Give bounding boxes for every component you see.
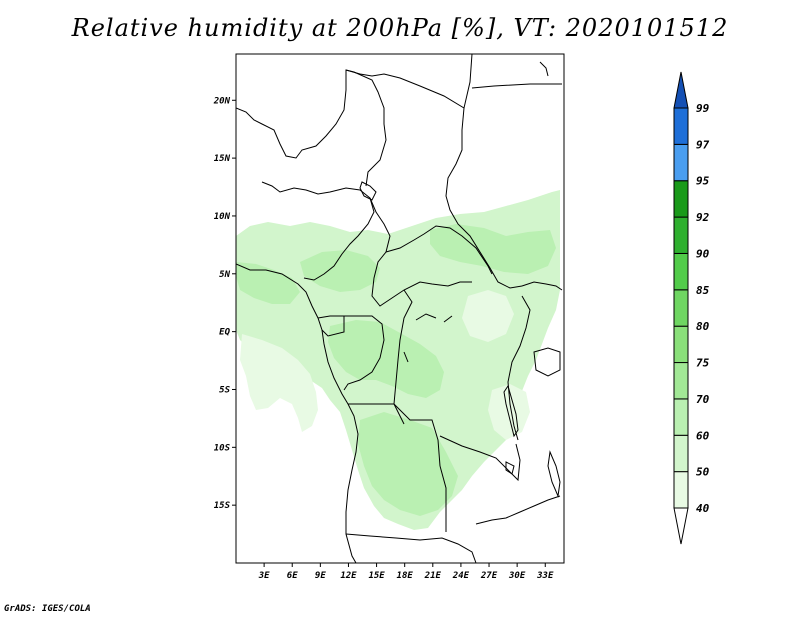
map-frame xyxy=(235,53,565,564)
border-drc-uganda xyxy=(507,295,531,441)
colorbar-over-triangle xyxy=(673,71,689,109)
border-angola-zambia xyxy=(439,465,447,532)
lat-tick-label: 15N xyxy=(214,154,231,164)
lon-tick-label: 27E xyxy=(480,571,498,581)
lon-tick-label: 30E xyxy=(508,571,526,581)
lon-tick-label: 3E xyxy=(258,571,270,581)
border-south-east xyxy=(475,495,561,525)
nile-segment xyxy=(539,61,549,77)
colorbar-label: 90 xyxy=(696,247,710,260)
colorbar-label: 60 xyxy=(696,429,710,442)
colorbar-label: 70 xyxy=(696,393,710,406)
lat-tick-label: 10N xyxy=(214,212,231,222)
lon-tick-label: 24E xyxy=(452,571,470,581)
colorbar-segment xyxy=(673,325,689,364)
colorbar-segment xyxy=(673,216,689,254)
colorbar-segment xyxy=(673,252,689,291)
humidity-region-coastal-tongue xyxy=(240,334,318,432)
footer-credit: GrADS: IGES/COLA xyxy=(4,604,91,614)
lat-tick-label: 5N xyxy=(219,270,230,280)
lon-tick-label: 12E xyxy=(340,571,357,581)
colorbar-label: 85 xyxy=(696,284,710,297)
lake-malawi xyxy=(547,450,561,498)
border-niger-chad xyxy=(345,54,473,109)
congo-river-dash-1 xyxy=(415,313,437,321)
border-southern xyxy=(345,533,477,563)
colorbar-label: 97 xyxy=(696,138,710,151)
lon-tick-label: 9E xyxy=(315,571,326,581)
colorbar-label: 92 xyxy=(696,211,710,224)
chart-title: Relative humidity at 200hPa [%], VT: 202… xyxy=(71,14,729,42)
lake-chad xyxy=(359,181,377,201)
colorbar: 40 50 60 70 75 80 85 90 92 95 97 99 xyxy=(673,71,710,545)
colorbar-segment xyxy=(673,107,689,145)
border-drc-east xyxy=(393,289,413,425)
humidity-region-angola xyxy=(358,412,458,516)
border-congo-drc xyxy=(343,315,385,391)
humidity-region-eastern-sahel xyxy=(430,224,556,274)
colorbar-segment xyxy=(673,471,689,509)
lat-axis: 20N 15N 10N 5N EQ 5S 10S 15S xyxy=(213,96,236,511)
colorbar-label: 95 xyxy=(696,175,710,188)
border-angola-north xyxy=(348,403,441,467)
lon-tick-label: 18E xyxy=(397,571,414,581)
lat-tick-label: EQ xyxy=(219,328,230,338)
lon-tick-label: 21E xyxy=(424,571,442,581)
country-borders xyxy=(236,54,563,563)
colorbar-label: 75 xyxy=(696,357,710,370)
border-zambia-drc xyxy=(439,435,521,482)
lake-tanganyika xyxy=(503,384,519,438)
colorbar-label: 80 xyxy=(696,320,710,333)
humidity-region-congo xyxy=(328,320,444,398)
lake-mweru xyxy=(505,461,515,475)
coastline-west-africa xyxy=(236,263,359,563)
colorbar-label: 99 xyxy=(696,102,710,115)
lat-tick-label: 10S xyxy=(214,443,231,453)
lon-tick-label: 15E xyxy=(368,571,385,581)
humidity-region-cameroon xyxy=(300,250,380,292)
humidity-region-west-coast xyxy=(236,262,300,304)
colorbar-segment xyxy=(673,434,689,473)
lon-tick-label: 6E xyxy=(287,571,298,581)
border-gabon xyxy=(317,315,345,337)
humidity-region-southeast xyxy=(488,384,530,440)
colorbar-segment xyxy=(673,143,689,182)
colorbar-label: 40 xyxy=(696,502,710,515)
lon-tick-label: 33E xyxy=(536,571,554,581)
border-car-chad xyxy=(385,225,493,275)
colorbar-segment xyxy=(673,362,689,400)
border-mali-niger xyxy=(236,69,387,187)
humidity-fill xyxy=(236,190,560,563)
colorbar-label: 50 xyxy=(696,466,710,479)
lat-tick-label: 5S xyxy=(219,385,230,395)
lake-victoria xyxy=(533,347,561,377)
congo-river-dash-2 xyxy=(443,315,453,323)
humidity-region-eastern-highlands xyxy=(462,290,514,342)
colorbar-under-triangle xyxy=(673,507,689,545)
lat-tick-label: 20N xyxy=(213,96,231,106)
colorbar-segment xyxy=(673,398,689,436)
border-sudan-east xyxy=(471,83,562,89)
border-ethiopia xyxy=(521,281,563,291)
congo-river-dash-3 xyxy=(403,351,409,363)
colorbar-segment xyxy=(673,289,689,327)
lon-axis: 3E 6E 9E 12E 15E 18E 21E 24E 27E 30E 33E xyxy=(258,563,554,581)
border-cameroon-car xyxy=(369,197,472,307)
lat-tick-label: 15S xyxy=(214,501,231,511)
border-chad-sudan xyxy=(445,107,523,289)
colorbar-segment xyxy=(673,180,689,218)
